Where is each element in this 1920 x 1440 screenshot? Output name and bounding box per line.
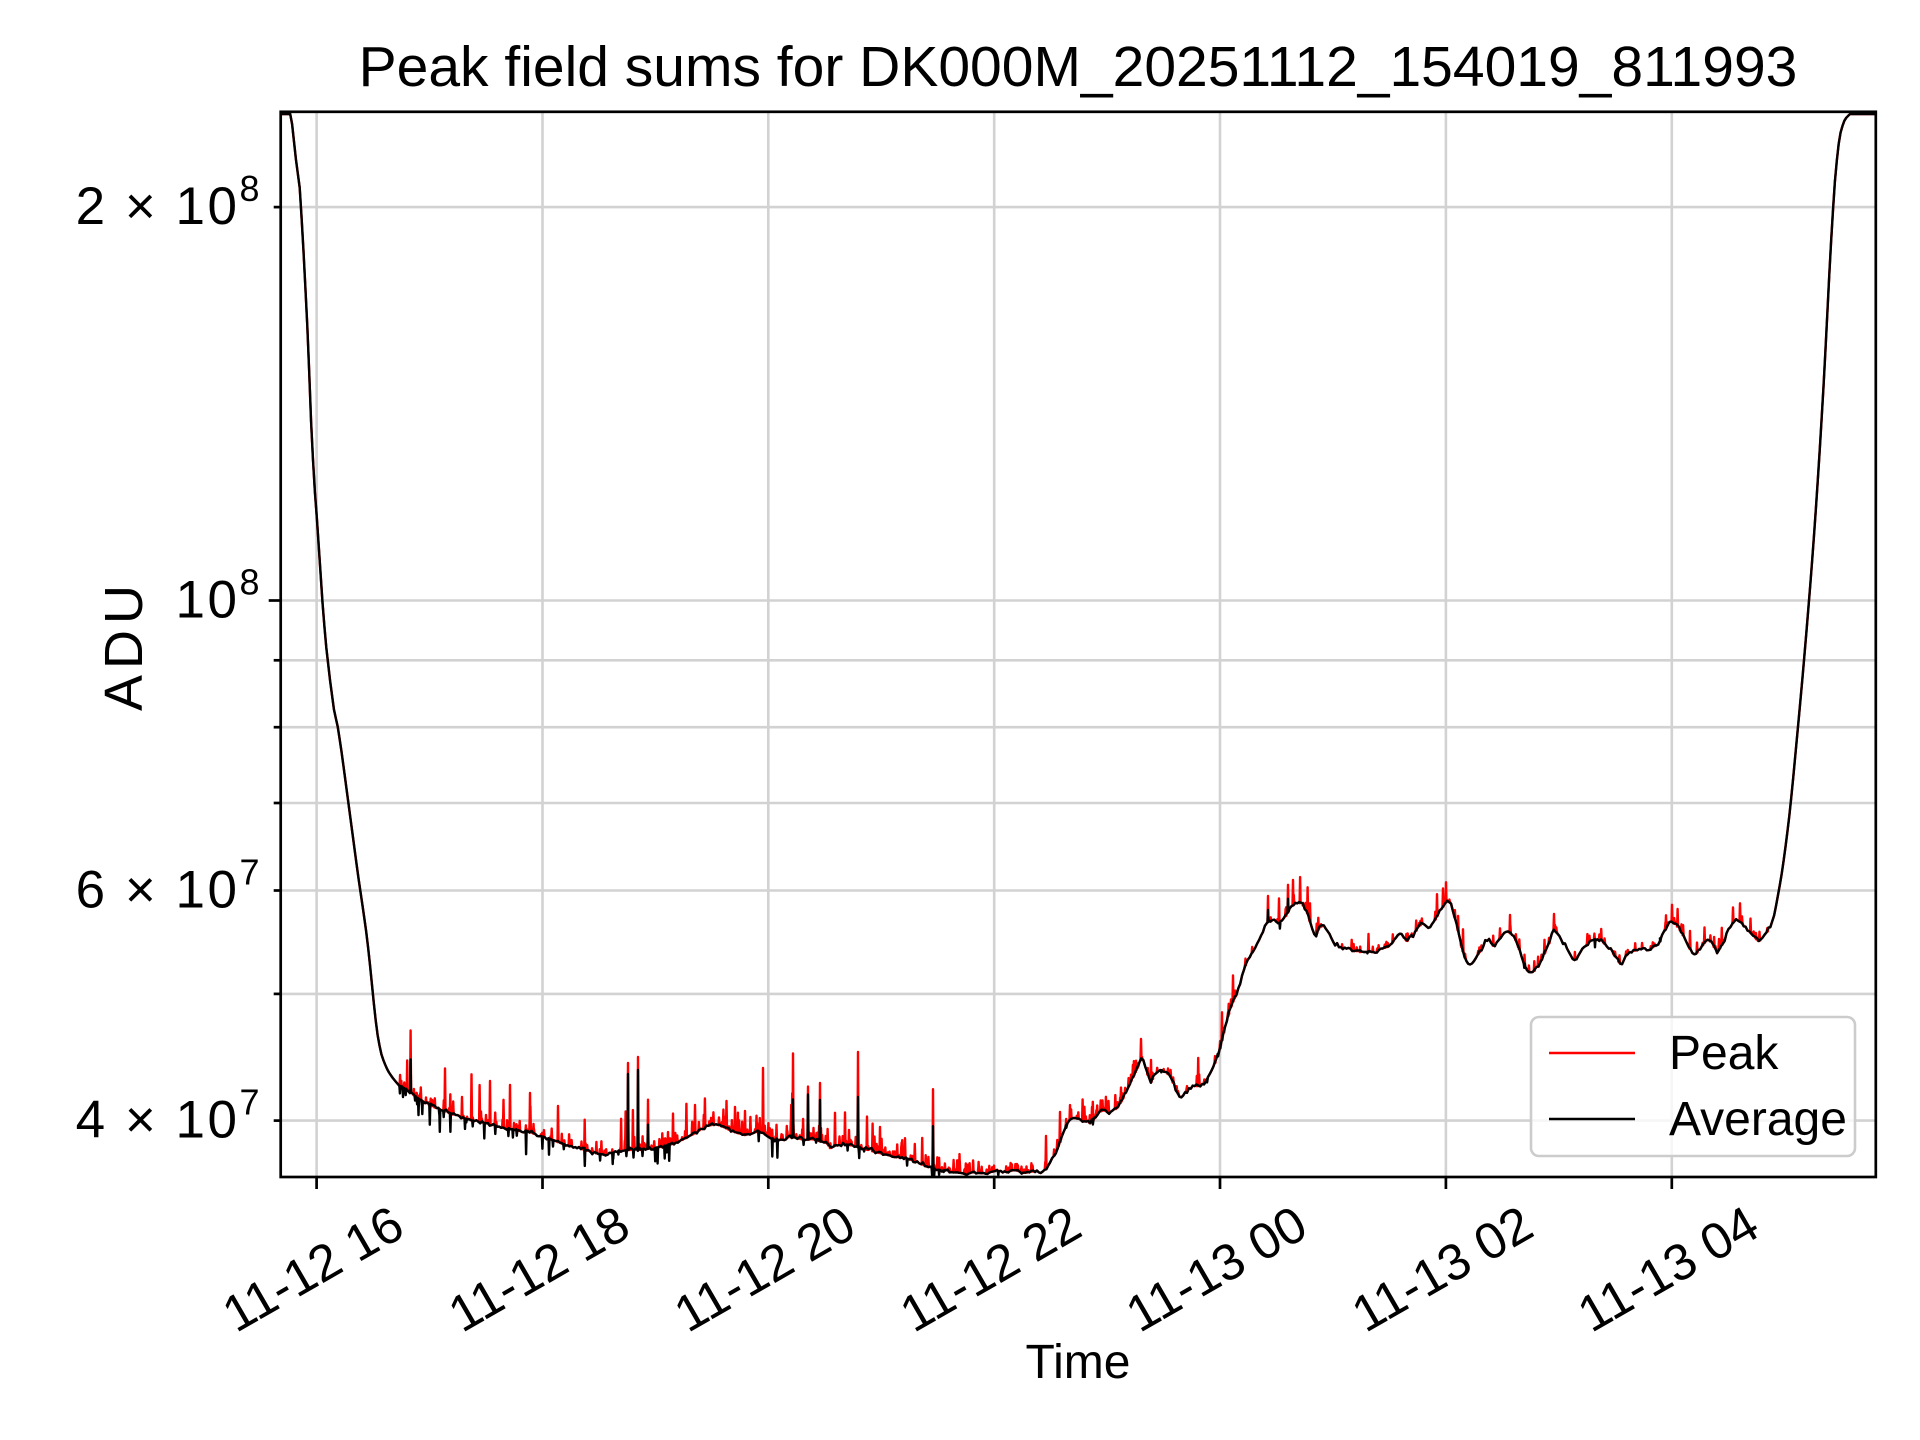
svg-text:Time: Time: [1026, 1336, 1131, 1389]
svg-text:4 × 107: 4 × 107: [76, 1082, 262, 1150]
svg-text:Peak: Peak: [1669, 1027, 1779, 1080]
svg-text:Average: Average: [1669, 1093, 1847, 1146]
svg-text:ADU: ADU: [94, 579, 154, 711]
svg-text:Peak field sums for DK000M_202: Peak field sums for DK000M_20251112_1540…: [359, 35, 1798, 99]
svg-text:108: 108: [176, 562, 262, 630]
svg-text:6 × 107: 6 × 107: [76, 852, 262, 920]
svg-text:2 × 108: 2 × 108: [76, 168, 262, 236]
